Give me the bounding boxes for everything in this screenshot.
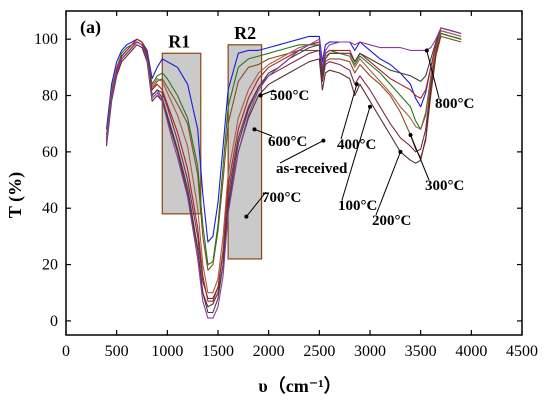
y-tick-label: 60 bbox=[42, 144, 58, 161]
x-tick-label: 3500 bbox=[405, 343, 437, 360]
y-tick-label: 20 bbox=[42, 257, 58, 274]
annotation-arrow bbox=[245, 191, 267, 217]
annotation-label: 800°C bbox=[435, 96, 474, 112]
annotation-arrow bbox=[279, 140, 324, 164]
series-line-as-received bbox=[105, 32, 462, 243]
y-axis-title: T (%) bbox=[5, 172, 26, 218]
annotation-arrowhead bbox=[398, 149, 403, 154]
x-tick-label: 2000 bbox=[253, 343, 285, 360]
annotation-arrowhead bbox=[252, 127, 257, 132]
plot-frame bbox=[65, 10, 523, 336]
x-tick-label: 4000 bbox=[455, 343, 487, 360]
x-tick-label: 4500 bbox=[506, 343, 538, 360]
region-label-r1: R1 bbox=[168, 31, 190, 51]
x-tick-label: 3000 bbox=[354, 343, 386, 360]
annotations: 500°C 600°C as-received 700°C 400°C 100°C200°… bbox=[244, 48, 474, 229]
annotation-arrowhead bbox=[408, 132, 413, 137]
y-tick-label: 40 bbox=[42, 200, 58, 217]
annotation-arrow bbox=[410, 134, 430, 181]
y-tick-label: 0 bbox=[50, 313, 58, 330]
annotation-arrowhead bbox=[321, 138, 326, 143]
annotation-arrowhead bbox=[244, 214, 249, 219]
region-label-r2: R2 bbox=[234, 23, 256, 43]
annotation-arrow bbox=[375, 151, 401, 216]
annotation-label: 700°C bbox=[262, 190, 301, 206]
annotation-label: 200°C bbox=[372, 213, 411, 229]
annotation-label: 100°C bbox=[338, 198, 377, 214]
x-tick-label: 1000 bbox=[151, 343, 183, 360]
annotation-label: 500°C bbox=[270, 88, 309, 104]
annotation-label: as-received bbox=[276, 161, 348, 177]
annotation-arrow bbox=[340, 84, 358, 140]
series-line-800-c bbox=[105, 27, 462, 319]
x-tick-label: 0 bbox=[62, 343, 70, 360]
annotation-arrow bbox=[260, 89, 275, 96]
annotation-arrowhead bbox=[424, 48, 429, 53]
annotation-arrowhead bbox=[368, 104, 372, 109]
y-tick-label: 80 bbox=[42, 88, 58, 105]
annotation-arrow bbox=[254, 128, 273, 137]
axes: 0 500 1000 1500 2000 2500 3000 3500 4000 4500 0 20 4… bbox=[34, 10, 538, 360]
annotation-arrow bbox=[426, 50, 440, 99]
y-tick-label: 100 bbox=[34, 31, 58, 48]
annotation-label: 600°C bbox=[268, 134, 307, 150]
panel-label: (a) bbox=[80, 17, 101, 38]
series-line-100-c bbox=[105, 35, 462, 271]
x-axis-title: υ（cm⁻¹） bbox=[258, 376, 341, 396]
annotation-arrowhead bbox=[354, 82, 359, 87]
annotation-arrowhead bbox=[258, 93, 263, 98]
series-lines bbox=[105, 27, 462, 319]
x-tick-label: 500 bbox=[105, 343, 129, 360]
annotation-label: 300°C bbox=[425, 178, 464, 194]
x-tick-label: 2500 bbox=[303, 343, 335, 360]
annotation-arrow bbox=[341, 106, 371, 201]
annotation-label: 400°C bbox=[337, 137, 376, 153]
x-tick-label: 1500 bbox=[202, 343, 234, 360]
